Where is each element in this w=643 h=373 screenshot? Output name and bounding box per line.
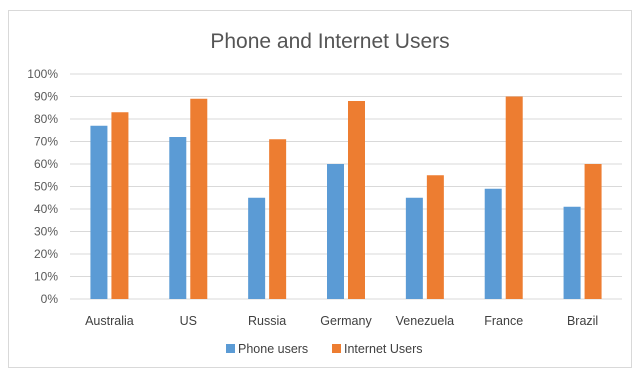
x-tick-label: France bbox=[484, 314, 523, 328]
bar-phone-russia bbox=[248, 197, 266, 299]
y-tick-label: 50% bbox=[34, 180, 58, 194]
bar-internet-france bbox=[505, 96, 523, 299]
y-tick-label: 40% bbox=[34, 202, 58, 216]
chart-title: Phone and Internet Users bbox=[210, 30, 449, 53]
y-tick-label: 30% bbox=[34, 225, 58, 239]
y-tick-label: 10% bbox=[34, 270, 58, 284]
x-axis-labels: Australia US Russia Germany Venezuela France B… bbox=[85, 314, 598, 328]
y-tick-label: 80% bbox=[34, 112, 58, 126]
legend-label: Phone users bbox=[238, 342, 308, 356]
x-tick-label: Brazil bbox=[567, 314, 598, 328]
bar-phone-france bbox=[484, 188, 502, 299]
y-tick-label: 20% bbox=[34, 247, 58, 261]
bar-phone-australia bbox=[90, 125, 108, 299]
y-tick-label: 0% bbox=[41, 292, 59, 306]
x-tick-label: Russia bbox=[248, 314, 286, 328]
bar-phone-germany bbox=[327, 164, 344, 299]
y-tick-label: 90% bbox=[34, 90, 58, 104]
x-tick-label: Venezuela bbox=[396, 314, 454, 328]
bar-internet-australia bbox=[111, 112, 129, 299]
legend-swatch bbox=[332, 344, 341, 353]
bars bbox=[90, 96, 602, 299]
y-axis-ticks: 0% 10% 20% 30% 40% 50% 60% 70% 80% 90% 100% bbox=[27, 67, 58, 306]
x-tick-label: US bbox=[180, 314, 197, 328]
bar-internet-brazil bbox=[584, 164, 602, 299]
x-tick-label: Germany bbox=[320, 314, 372, 328]
legend: Phone users Internet Users bbox=[226, 342, 423, 356]
legend-swatch bbox=[226, 344, 235, 353]
bar-phone-venezuela bbox=[405, 197, 423, 299]
y-tick-label: 70% bbox=[34, 135, 58, 149]
bar-internet-us bbox=[190, 98, 208, 299]
y-tick-label: 100% bbox=[27, 67, 58, 81]
x-tick-label: Australia bbox=[85, 314, 134, 328]
bar-phone-us bbox=[169, 137, 187, 299]
legend-label: Internet Users bbox=[344, 342, 423, 356]
bar-internet-germany bbox=[348, 101, 365, 299]
bar-phone-brazil bbox=[563, 206, 581, 299]
y-tick-label: 60% bbox=[34, 157, 58, 171]
bar-internet-russia bbox=[269, 139, 287, 299]
bar-internet-venezuela bbox=[426, 175, 444, 299]
gridlines bbox=[70, 73, 622, 300]
